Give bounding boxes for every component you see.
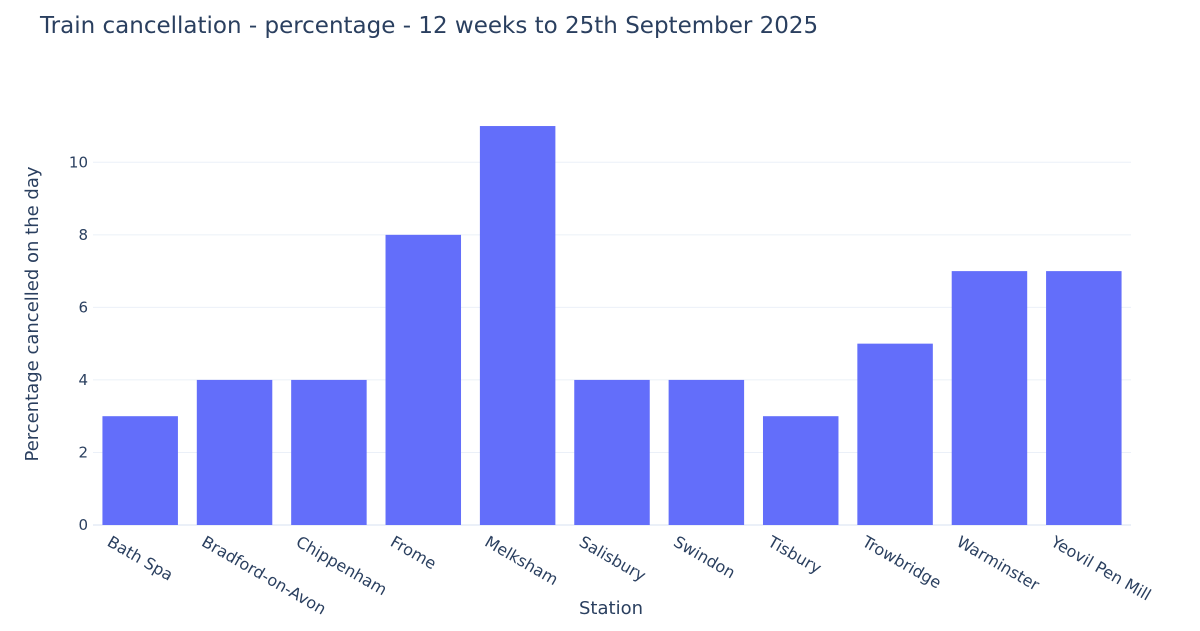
x-tick-label: Warminster (953, 532, 1043, 595)
x-tick-label: Trowbridge (858, 532, 944, 593)
bar-salisbury (574, 379, 650, 525)
bar-yeovil-pen-mill (1046, 271, 1122, 525)
x-tick-label: Swindon (670, 532, 738, 582)
x-axis-title: Station (579, 598, 643, 619)
bar-chippenham (291, 379, 367, 525)
y-tick-label: 0 (78, 516, 88, 534)
y-tick-label: 2 (78, 443, 88, 461)
bar-melksham (479, 126, 556, 526)
bar-frome (385, 234, 462, 526)
y-tick-label: 4 (78, 371, 88, 389)
x-tick-label: Salisbury (576, 532, 649, 585)
y-axis-title: Percentage cancelled on the day (22, 166, 43, 461)
bar-warminster (951, 271, 1028, 525)
bar-bradford-on-avon (196, 379, 273, 525)
x-tick-label: Melksham (482, 532, 562, 589)
x-tick-label: Bath Spa (104, 532, 176, 585)
chart-title: Train cancellation - percentage - 12 wee… (39, 13, 818, 39)
y-tick-label: 6 (78, 298, 88, 316)
bar-tisbury (762, 416, 839, 525)
bars (102, 126, 1122, 526)
bar-swindon (668, 379, 745, 525)
bar-bath-spa (102, 416, 178, 525)
y-tick-label: 8 (78, 226, 88, 244)
bar-trowbridge (857, 343, 933, 525)
x-tick-label: Yeovil Pen Mill (1047, 532, 1154, 605)
y-axis-ticks: 0 2 4 6 8 10 (69, 153, 88, 534)
x-tick-label: Frome (387, 532, 439, 573)
y-tick-label: 10 (69, 153, 88, 171)
x-tick-label: Tisbury (764, 532, 825, 578)
